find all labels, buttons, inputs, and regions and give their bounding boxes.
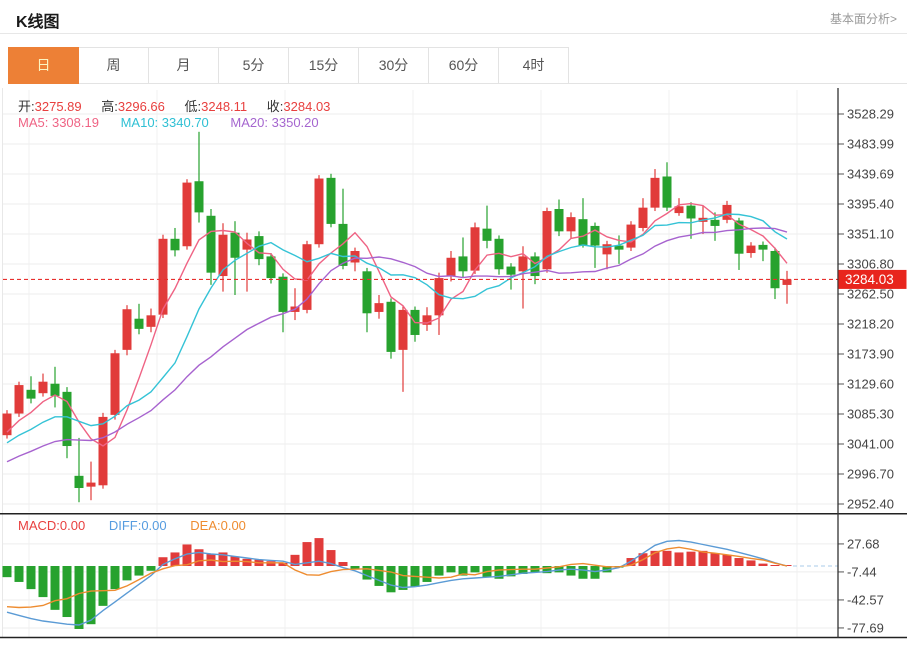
ohlc-row: 开:3275.89 高:3296.66 低:3248.11 收:3284.03	[18, 96, 346, 115]
dea-value: 0.00	[220, 518, 246, 533]
ma20-label: MA20:	[230, 115, 268, 130]
svg-text:3041.00: 3041.00	[847, 436, 894, 451]
macd-chart-canvas: 27.68 -7.44 -42.57 -77.69	[0, 513, 907, 639]
low-value: 3248.11	[201, 99, 248, 114]
macd-value: 0.00	[59, 518, 86, 533]
diff-label: DIFF:	[108, 518, 142, 533]
fundamental-analysis-link[interactable]: 基本面分析>	[829, 12, 897, 26]
svg-text:3351.10: 3351.10	[847, 226, 894, 241]
interval-tabbar: 日周月 5分 15分 30分 60分 4时	[8, 47, 569, 84]
k-line-chart-canvas: 3528.29 3483.99 3439.69 3395.40 3351.10 3306.…	[2, 88, 907, 513]
close-value: 3284.03	[283, 99, 331, 114]
svg-text:3395.40: 3395.40	[847, 196, 894, 211]
svg-text:3483.99: 3483.99	[847, 137, 894, 152]
svg-text:3528.29: 3528.29	[847, 107, 894, 122]
dea-label: DEA:	[190, 518, 221, 533]
ma-row: MA5: 3308.19 MA10: 3340.70 MA20: 3350.20	[18, 115, 319, 130]
ma10-label: MA10:	[120, 115, 159, 130]
diff-value: 0.00	[141, 518, 167, 533]
header-divider	[0, 33, 907, 34]
svg-text:3085.30: 3085.30	[847, 406, 894, 421]
tab-60min[interactable]: 60分	[429, 47, 499, 84]
open-label: 开:	[18, 99, 35, 114]
macd-indicator-row: MACD:0.00 DIFF:0.00 DEA:0.00	[18, 518, 246, 533]
svg-text:3439.69: 3439.69	[847, 167, 894, 182]
ma10-value: 3340.70	[161, 115, 209, 130]
tab-day[interactable]: 日	[8, 47, 79, 84]
svg-text:-7.44: -7.44	[847, 564, 877, 579]
svg-text:3306.80: 3306.80	[847, 256, 894, 271]
high-value: 3296.66	[117, 99, 165, 114]
ma20-value: 3350.20	[271, 115, 319, 130]
svg-text:3173.90: 3173.90	[847, 346, 894, 361]
tabbar-bottom-border	[568, 83, 907, 84]
ma5-label: MA5:	[18, 115, 49, 130]
tab-month[interactable]: 月	[149, 47, 219, 84]
tab-4hour[interactable]: 4时	[499, 47, 569, 84]
tab-5min[interactable]: 5分	[219, 47, 289, 84]
high-label: 高:	[101, 99, 118, 114]
svg-text:3284.03: 3284.03	[845, 272, 894, 287]
open-value: 3275.89	[34, 99, 82, 114]
svg-text:3129.60: 3129.60	[847, 376, 894, 391]
svg-text:2996.70: 2996.70	[847, 466, 894, 481]
low-label: 低:	[184, 99, 202, 114]
svg-text:-42.57: -42.57	[847, 592, 884, 607]
last-price-tag: 3284.03	[838, 269, 907, 289]
macd-label: MACD:	[18, 518, 60, 533]
tab-30min[interactable]: 30分	[359, 47, 429, 84]
ma5-value: 3308.19	[51, 115, 99, 130]
tab-week[interactable]: 周	[79, 47, 149, 84]
tab-15min[interactable]: 15分	[289, 47, 359, 84]
svg-text:-77.69: -77.69	[847, 620, 884, 635]
svg-text:3262.50: 3262.50	[847, 286, 894, 301]
svg-text:2952.40: 2952.40	[847, 496, 894, 511]
svg-text:3218.20: 3218.20	[847, 316, 894, 331]
svg-text:27.68: 27.68	[847, 536, 880, 551]
page-title: K线图	[16, 14, 60, 31]
close-label: 收:	[266, 99, 284, 114]
